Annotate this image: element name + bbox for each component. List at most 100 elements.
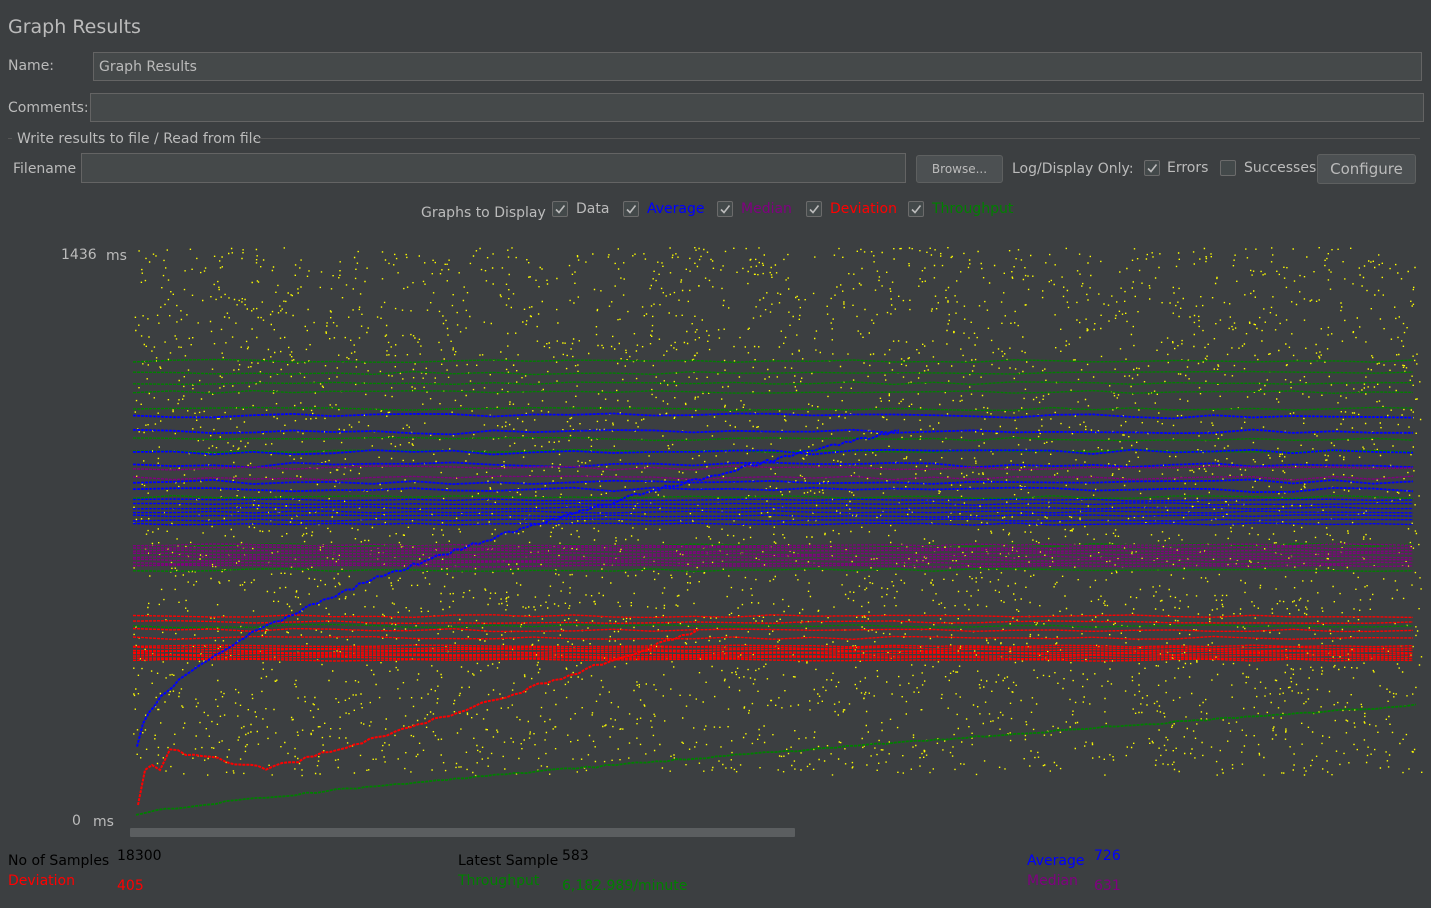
- average-band: [132, 518, 1414, 522]
- check-icon: [555, 205, 566, 214]
- errors-checkbox[interactable]: [1144, 160, 1160, 176]
- latest-sample-value: 583: [562, 848, 589, 864]
- median-stat-label: Median: [1027, 873, 1078, 889]
- deviation-checkbox[interactable]: [806, 201, 822, 217]
- deviation-band: [132, 654, 1414, 658]
- deviation-stat-value: 405: [117, 878, 144, 894]
- median-band: [132, 555, 1414, 559]
- y-min-label: 0: [72, 813, 81, 829]
- graph-scrollbar[interactable]: [130, 828, 795, 837]
- name-label: Name:: [8, 58, 55, 74]
- throughput-stat-label: Throughput: [458, 873, 540, 889]
- log-display-label: Log/Display Only:: [1012, 161, 1134, 177]
- browse-button[interactable]: Browse...: [916, 155, 1003, 183]
- average-line: [132, 428, 1413, 436]
- median-toggle-label: Median: [741, 201, 792, 217]
- deviation-band: [132, 656, 1414, 660]
- throughput-line: [132, 389, 1414, 395]
- comments-input[interactable]: [90, 93, 1424, 122]
- median-band: [132, 564, 1414, 568]
- average-toggle-label: Average: [647, 201, 705, 217]
- data-toggle-label: Data: [576, 201, 610, 217]
- throughput-toggle-label: Throughput: [932, 201, 1014, 217]
- successes-checkbox[interactable]: [1220, 160, 1236, 176]
- throughput-checkbox[interactable]: [908, 201, 924, 217]
- average-stat-label: Average: [1027, 853, 1085, 869]
- throughput-line: [132, 623, 1414, 629]
- check-icon: [1147, 164, 1158, 173]
- deviation-band: [132, 648, 1414, 652]
- average-band: [133, 502, 1414, 506]
- average-band: [132, 514, 1414, 518]
- panel-title: Graph Results: [8, 16, 141, 38]
- toggle-average[interactable]: Average: [623, 201, 705, 217]
- check-icon: [626, 205, 637, 214]
- samples-value: 18300: [117, 848, 162, 864]
- average-band: [132, 498, 1414, 502]
- median-band: [132, 549, 1414, 553]
- median-checkbox[interactable]: [717, 201, 733, 217]
- deviation-toggle-label: Deviation: [830, 201, 897, 217]
- filename-input[interactable]: [81, 153, 906, 183]
- median-band: [133, 552, 1414, 556]
- median-line: [132, 475, 1414, 481]
- throughput-line: [132, 494, 1414, 500]
- deviation-band: [132, 650, 1414, 654]
- average-checkbox[interactable]: [623, 201, 639, 217]
- throughput-line: [132, 381, 1414, 386]
- deviation-band: [132, 652, 1414, 656]
- file-section-border-left: [8, 138, 12, 139]
- toggle-deviation[interactable]: Deviation: [806, 201, 897, 217]
- samples-label: No of Samples: [8, 853, 110, 869]
- name-input[interactable]: [93, 52, 1422, 81]
- deviation-stat-label: Deviation: [8, 873, 75, 889]
- median-band: [132, 543, 1414, 547]
- check-icon: [809, 205, 820, 214]
- throughput-line: [132, 358, 1414, 364]
- median-line: [132, 465, 1414, 471]
- throughput-line: [132, 370, 1414, 376]
- deviation-curve: [137, 629, 699, 806]
- check-icon: [911, 205, 922, 214]
- latest-sample-label: Latest Sample: [458, 853, 559, 869]
- data-checkbox[interactable]: [552, 201, 568, 217]
- filename-label: Filename: [13, 161, 77, 177]
- average-band: [132, 522, 1414, 526]
- file-section-border-right: [256, 138, 1420, 139]
- comments-label: Comments:: [8, 100, 89, 116]
- throughput-line: [132, 448, 1414, 454]
- throughput-stat-value: 6,182.989/minute: [562, 878, 688, 894]
- median-band: [132, 558, 1414, 562]
- average-line: [132, 486, 1414, 494]
- toggle-median[interactable]: Median: [717, 201, 792, 217]
- throughput-line: [132, 406, 1414, 412]
- average-line: [132, 448, 1414, 456]
- y-max-label: 1436: [61, 247, 97, 263]
- deviation-line: [132, 619, 1414, 625]
- average-line: [132, 412, 1414, 420]
- median-band: [132, 561, 1414, 565]
- deviation-line: [132, 614, 1414, 619]
- median-band: [132, 546, 1414, 550]
- throughput-line: [132, 436, 1414, 442]
- toggle-data[interactable]: Data: [552, 201, 609, 217]
- throughput-line: [132, 567, 1414, 573]
- deviation-band: [132, 658, 1414, 662]
- average-band: [132, 506, 1413, 510]
- average-line: [132, 461, 1414, 469]
- deviation-line: [132, 627, 1414, 633]
- average-curve: [136, 429, 900, 747]
- y-max-unit: ms: [106, 248, 127, 264]
- configure-button[interactable]: Configure: [1317, 154, 1416, 184]
- check-icon: [720, 205, 731, 214]
- deviation-band: [132, 646, 1414, 650]
- graphs-to-display-label: Graphs to Display: [421, 205, 546, 221]
- toggle-throughput[interactable]: Throughput: [908, 201, 1013, 217]
- median-stat-value: 631: [1094, 878, 1121, 894]
- throughput-curve: [135, 703, 1417, 816]
- successes-label: Successes: [1244, 160, 1317, 176]
- deviation-line: [132, 635, 1414, 641]
- average-line: [132, 478, 1414, 486]
- y-min-unit: ms: [93, 814, 114, 830]
